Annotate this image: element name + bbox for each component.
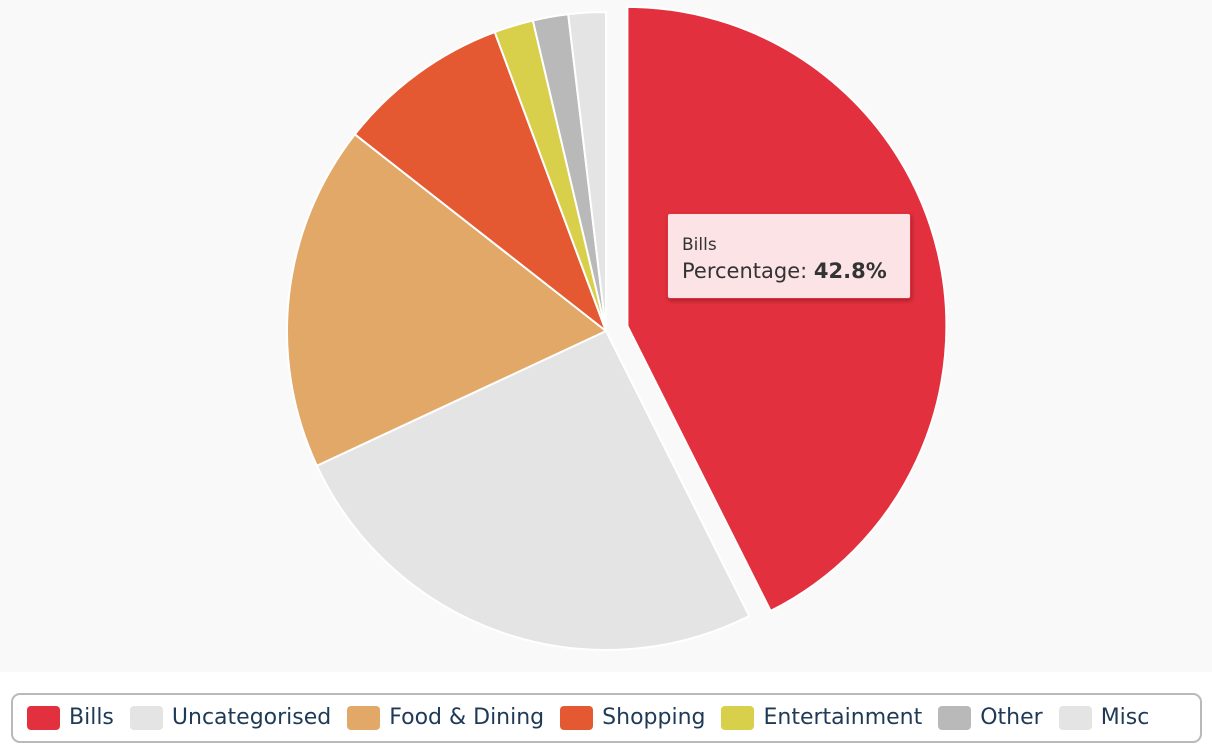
chart-area: Bills Percentage: 42.8% xyxy=(286,5,948,651)
chart-legend: Bills Uncategorised Food & Dining Shopping E… xyxy=(11,693,1202,743)
chart-tooltip: Bills Percentage: 42.8% xyxy=(667,213,911,299)
legend-swatch xyxy=(1058,706,1092,730)
tooltip-title: Bills xyxy=(682,235,717,255)
tooltip-line: Percentage: 42.8% xyxy=(682,256,896,286)
legend-item-bills[interactable]: Bills xyxy=(27,705,114,731)
legend-swatch xyxy=(347,706,381,730)
tooltip-label: Percentage: xyxy=(682,259,808,283)
legend-item-shopping[interactable]: Shopping xyxy=(560,705,705,731)
pie-slice-bills[interactable] xyxy=(626,5,948,612)
pie-slice-food-dining[interactable] xyxy=(286,133,607,467)
pie-slice-uncategorised[interactable] xyxy=(315,330,751,651)
legend-swatch xyxy=(560,706,594,730)
legend-item-entertainment[interactable]: Entertainment xyxy=(721,705,922,731)
legend-label: Shopping xyxy=(602,705,706,730)
legend-item-other[interactable]: Other xyxy=(938,705,1043,731)
legend-swatch xyxy=(129,706,163,730)
pie-chart xyxy=(286,5,948,651)
pie-slice-misc[interactable] xyxy=(567,11,607,332)
legend-label: Other xyxy=(980,705,1043,730)
legend-swatch xyxy=(27,706,60,730)
legend-label: Entertainment xyxy=(763,705,923,730)
tooltip-value: 42.8% xyxy=(813,259,887,283)
legend-swatch xyxy=(721,706,755,730)
legend-label: Misc xyxy=(1100,705,1150,730)
legend-item-misc[interactable]: Misc xyxy=(1058,705,1150,731)
legend-item-uncategorised[interactable]: Uncategorised xyxy=(129,705,332,731)
legend-label: Bills xyxy=(69,705,114,730)
pie-slice-shopping[interactable] xyxy=(353,31,607,332)
legend-swatch xyxy=(938,706,972,730)
legend-label: Uncategorised xyxy=(171,705,332,730)
legend-item-food-dining[interactable]: Food & Dining xyxy=(347,705,544,731)
legend-label: Food & Dining xyxy=(389,705,545,730)
